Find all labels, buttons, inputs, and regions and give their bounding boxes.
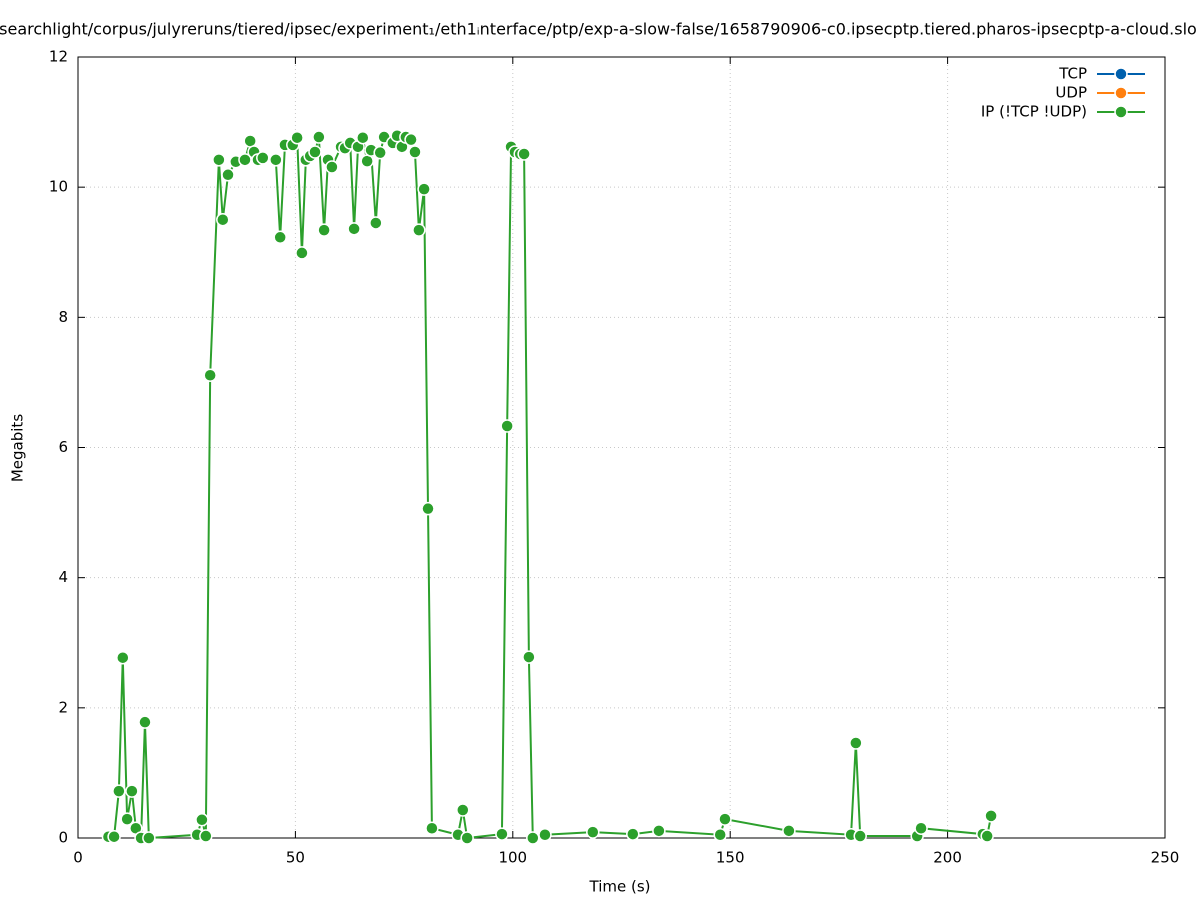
data-point (626, 827, 640, 841)
data-point (456, 803, 470, 817)
data-point (849, 736, 863, 750)
data-point (312, 130, 326, 144)
x-axis-label: Time (s) (589, 878, 651, 896)
data-point (914, 821, 928, 835)
data-point (417, 182, 431, 196)
legend-marker (1114, 67, 1128, 81)
data-point (538, 827, 552, 842)
x-tick-label: 100 (498, 849, 527, 867)
data-point (107, 829, 121, 844)
data-point (273, 230, 287, 245)
data-point (308, 145, 322, 159)
data-point (269, 153, 283, 167)
x-tick-label: 0 (73, 849, 83, 867)
data-point (120, 812, 134, 826)
data-point (116, 650, 130, 665)
data-point (586, 825, 600, 839)
data-point (373, 145, 387, 160)
data-point (238, 153, 252, 167)
data-point (243, 134, 257, 148)
data-point (718, 812, 732, 826)
y-tick-label: 4 (58, 568, 68, 586)
data-point (984, 809, 998, 823)
data-point (412, 223, 426, 237)
data-point (356, 130, 370, 145)
x-tick-label: 50 (286, 849, 305, 867)
data-point (325, 160, 339, 174)
chart-title: searchlight/corpus/julyreruns/tiered/ips… (0, 20, 1197, 39)
data-point (408, 145, 422, 159)
x-tick-label: 150 (716, 849, 745, 867)
legend-label: UDP (1055, 84, 1087, 102)
data-point (212, 153, 226, 167)
plot-border (77, 56, 1166, 839)
y-tick-label: 0 (58, 829, 68, 847)
data-point (125, 784, 139, 798)
y-tick-label: 8 (58, 308, 68, 326)
data-point (853, 829, 867, 843)
data-point (369, 216, 383, 230)
y-tick-label: 12 (49, 48, 68, 66)
data-point (317, 223, 331, 237)
data-point (138, 715, 152, 729)
y-tick-label: 2 (58, 698, 68, 716)
x-tick-label: 250 (1151, 849, 1180, 867)
legend-marker (1114, 105, 1128, 119)
y-tick-label: 10 (49, 178, 68, 196)
data-point (460, 831, 474, 845)
data-point (216, 212, 230, 227)
data-point (713, 827, 727, 842)
data-point (112, 784, 126, 798)
legend-marker (1114, 86, 1128, 100)
legend-label: IP (!TCP !UDP) (981, 103, 1087, 121)
data-point (652, 824, 666, 838)
data-point (517, 147, 531, 161)
data-point (256, 151, 270, 165)
data-point (421, 501, 435, 516)
data-point (526, 831, 540, 845)
data-point (290, 130, 304, 145)
x-tick-label: 200 (933, 849, 962, 867)
data-point (142, 831, 156, 845)
data-point (199, 829, 213, 843)
data-point (203, 368, 217, 383)
data-point (782, 824, 796, 838)
data-point (404, 132, 418, 147)
data-point (500, 419, 514, 433)
data-point (425, 821, 439, 835)
data-point (195, 813, 209, 827)
data-point (295, 246, 309, 260)
legend-label: TCP (1058, 65, 1087, 83)
y-tick-label: 6 (58, 438, 68, 456)
data-point (980, 829, 994, 843)
data-point (522, 650, 536, 664)
data-point (495, 827, 509, 841)
data-point (221, 168, 235, 182)
data-point (360, 154, 374, 168)
data-point (347, 222, 361, 236)
y-axis-label: Megabits (9, 414, 27, 482)
